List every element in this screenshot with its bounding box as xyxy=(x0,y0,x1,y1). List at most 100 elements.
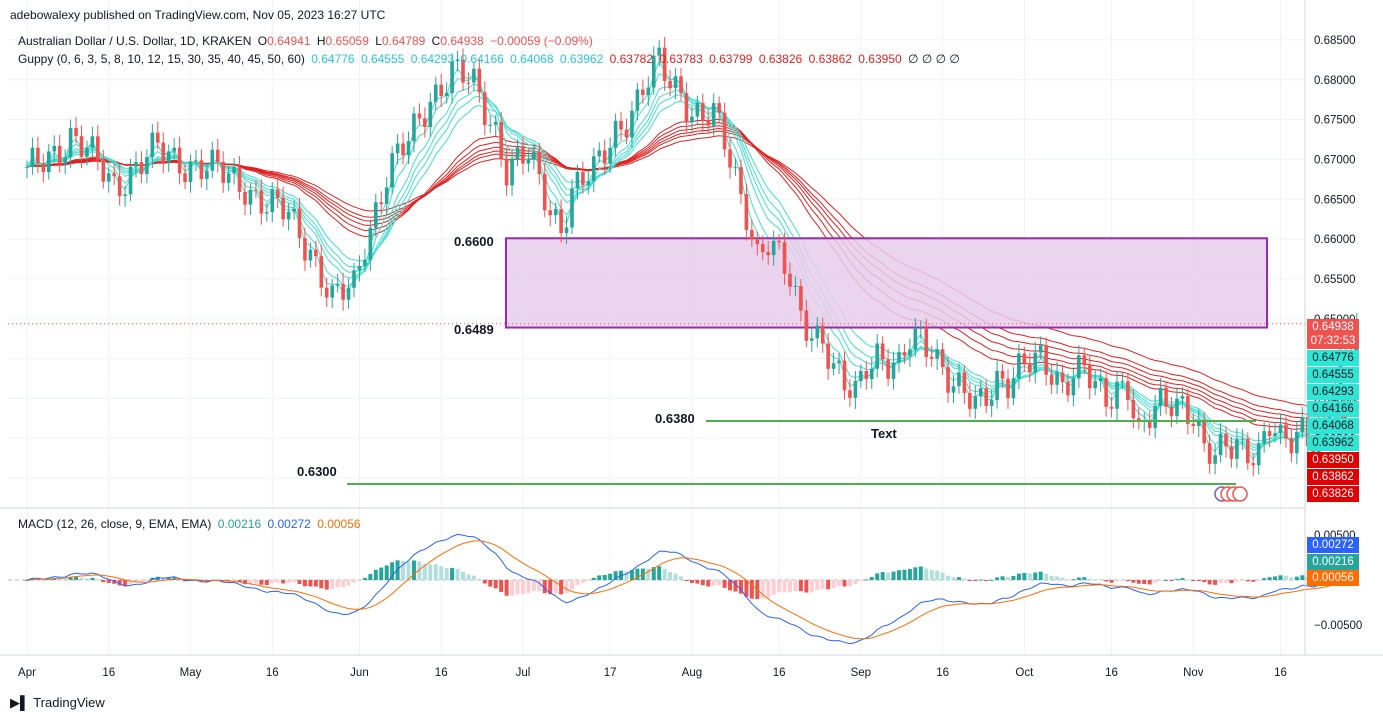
macd-histogram-bar xyxy=(450,568,455,580)
symbol-legend[interactable]: Australian Dollar / U.S. Dollar, 1D, KRA… xyxy=(18,34,596,48)
macd-histogram-bar xyxy=(1049,575,1054,580)
candle-body xyxy=(1158,387,1163,407)
publisher-text: adebowalexy published on TradingView.com… xyxy=(10,8,386,22)
candle-body xyxy=(275,189,280,198)
macd-histogram-bar xyxy=(510,580,515,596)
candle-body xyxy=(1273,433,1277,437)
candle-body xyxy=(657,47,661,56)
candle-body xyxy=(837,360,841,364)
macd-histogram-bar xyxy=(1218,580,1223,584)
candle-body xyxy=(493,122,498,125)
candle-body xyxy=(205,170,209,179)
publisher-line: adebowalexy published on TradingView.com… xyxy=(10,8,388,22)
candle-body xyxy=(673,76,678,89)
candle-body xyxy=(461,59,465,83)
date-tick-label: Sep xyxy=(851,667,871,679)
macd-histogram-bar xyxy=(935,570,940,580)
macd-histogram-bar xyxy=(798,580,803,592)
macd-histogram-bar xyxy=(346,580,351,586)
high-label: H xyxy=(316,34,326,48)
text-annotation[interactable]: Text xyxy=(871,426,897,441)
macd-histogram-bar xyxy=(232,580,237,581)
fast-ema-badge: 0.64293 xyxy=(1307,384,1359,400)
macd-histogram-bar xyxy=(1207,580,1212,585)
candle-body xyxy=(701,102,705,121)
candle-body xyxy=(826,343,830,369)
candle-body xyxy=(722,112,727,150)
candle-body xyxy=(1006,378,1010,399)
macd-histogram-bar xyxy=(602,574,607,580)
guppy-title[interactable]: Guppy (0, 6, 3, 5, 8, 10, 12, 15, 30, 35… xyxy=(18,52,305,66)
levels-layer xyxy=(8,323,1305,502)
guppy-legend[interactable]: Guppy (0, 6, 3, 5, 8, 10, 12, 15, 30, 35… xyxy=(18,52,963,66)
candle-body xyxy=(602,150,607,164)
candle-body xyxy=(303,238,307,261)
candle-body xyxy=(106,173,111,182)
candle-body xyxy=(346,287,351,300)
candle-body xyxy=(1240,438,1245,440)
macd-histogram-bar xyxy=(1044,573,1049,580)
candle-body xyxy=(1044,345,1048,375)
candle-body xyxy=(1213,455,1217,464)
candle-body xyxy=(472,68,476,83)
candle-body xyxy=(908,349,912,356)
date-tick-label: 16 xyxy=(1274,667,1287,679)
event-marker-icon xyxy=(1232,486,1248,502)
macd-histogram-bar xyxy=(662,569,667,580)
candle-body xyxy=(156,132,160,143)
macd-histogram-bar xyxy=(1142,580,1147,585)
candle-body xyxy=(401,143,405,156)
date-tick-label: 16 xyxy=(435,667,448,679)
macd-histogram-bar xyxy=(395,560,400,580)
macd-histogram-bar xyxy=(439,566,444,580)
macd-legend[interactable]: MACD (12, 26, close, 9, EMA, EMA) 0.0021… xyxy=(18,517,364,531)
guppy-empty-values: ∅ ∅ ∅ ∅ xyxy=(908,52,960,66)
macd-histogram-bar xyxy=(1191,580,1196,581)
brand-text: TradingView xyxy=(33,695,105,710)
macd-histogram-bar xyxy=(1076,577,1081,580)
last-price-badge: 0.64938 xyxy=(1307,319,1359,335)
macd-histogram-bar xyxy=(1202,580,1207,583)
macd-histogram-bar xyxy=(112,580,117,584)
candle-body xyxy=(1098,378,1103,382)
macd-histogram-bar xyxy=(1153,580,1158,583)
candle-body xyxy=(929,357,934,359)
open-label: O xyxy=(257,34,268,48)
candle-body xyxy=(215,149,220,162)
macd-histogram-bar xyxy=(68,577,73,580)
macd-histogram-bar xyxy=(123,580,128,587)
macd-hist-badge: 0.00216 xyxy=(1307,554,1359,570)
candle-body xyxy=(117,176,122,196)
macd-histogram-bar xyxy=(139,580,144,583)
macd-histogram-bar xyxy=(1283,575,1288,580)
macd-title[interactable]: MACD (12, 26, close, 9, EMA, EMA) xyxy=(18,517,212,531)
candle-body xyxy=(951,386,956,393)
macd-histogram-bar xyxy=(706,580,711,587)
macd-histogram-bar xyxy=(548,580,553,595)
signal-line xyxy=(26,540,1358,640)
macd-histogram-bar xyxy=(357,580,362,581)
macd-histogram-bar xyxy=(1109,580,1114,583)
macd-histogram-bar xyxy=(586,580,591,581)
symbol-title[interactable]: Australian Dollar / U.S. Dollar, 1D, KRA… xyxy=(18,34,252,48)
macd-histogram-bar xyxy=(275,580,280,583)
candle-body xyxy=(1311,446,1315,457)
candle-body xyxy=(684,93,689,123)
candle-body xyxy=(368,227,373,260)
candle-body xyxy=(946,367,950,393)
macd-histogram-bar xyxy=(733,580,738,592)
candle-body xyxy=(254,189,258,191)
macd-histogram-bar xyxy=(679,576,683,580)
macd-histogram-bar xyxy=(1038,571,1043,580)
macd-histogram-bar xyxy=(248,580,253,584)
candle-body xyxy=(248,189,253,205)
tradingview-brand[interactable]: ▶▌ TradingView xyxy=(10,695,105,711)
candle-body xyxy=(188,161,193,182)
candle-body xyxy=(52,145,57,152)
candle-body xyxy=(363,259,367,266)
macd-histogram-bar xyxy=(308,580,313,587)
macd-histogram-bar xyxy=(390,562,395,580)
candle-body xyxy=(651,55,656,88)
macd-histogram-bar xyxy=(1087,578,1092,580)
